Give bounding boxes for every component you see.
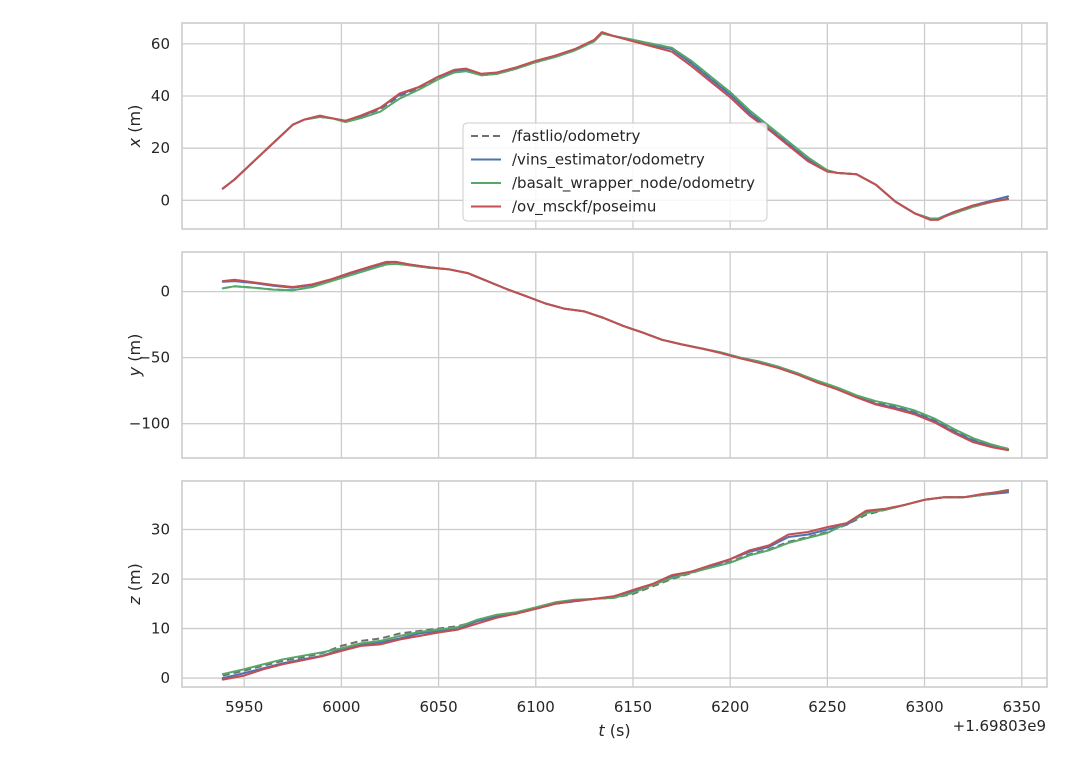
series-line-ov-msckf-poseimu: [221, 489, 1010, 681]
y-tick-label: 20: [151, 139, 170, 157]
x-tick-label: 6250: [808, 698, 846, 716]
subplot-z: 0 10 20 30 z (m) 5950 6000 6050 6100 6150 6200 6250…: [125, 480, 1048, 716]
series-line-ov-msckf-poseimu: [221, 31, 1010, 221]
x-tick-label: 5950: [225, 698, 263, 716]
y-axis-label: z (m): [125, 563, 144, 606]
axes-frame: [181, 251, 1048, 459]
y-tick-label: −50: [138, 349, 170, 367]
y-axis-label: y (m): [125, 334, 144, 378]
x-tick-label: 6200: [711, 698, 749, 716]
y-axis-label: x (m): [125, 105, 144, 149]
subplot-y: 0 −50 −100 y (m): [125, 251, 1048, 459]
x-tick-label: 6300: [905, 698, 943, 716]
x-axis-label: t (s): [598, 721, 630, 740]
series-group: [221, 31, 1010, 221]
x-axis-offset-label: +1.69803e9: [953, 717, 1046, 735]
series-group: [221, 260, 1010, 452]
legend-label: /vins_estimator/odometry: [512, 151, 705, 170]
legend: /fastlio/odometry/vins_estimator/odometr…: [462, 122, 768, 222]
y-tick-label: 20: [151, 570, 170, 588]
series-line-basalt-wrapper-node-odometry: [221, 488, 1010, 676]
series-line-ov-msckf-poseimu: [221, 260, 1010, 452]
x-tick-label: 6150: [614, 698, 652, 716]
x-tick-label: 6350: [1003, 698, 1041, 716]
legend-label: /fastlio/odometry: [512, 127, 641, 145]
x-tick-label: 6000: [322, 698, 360, 716]
y-tick-label: 40: [151, 87, 170, 105]
series-group: [221, 488, 1010, 681]
y-tick-label: 0: [160, 669, 170, 687]
legend-label: /ov_msckf/poseimu: [512, 198, 656, 217]
x-tick-label: 6100: [517, 698, 555, 716]
y-tick-label: 0: [160, 283, 170, 301]
y-tick-label: 0: [160, 191, 170, 209]
y-tick-label: −100: [129, 415, 170, 433]
y-tick-label: 60: [151, 35, 170, 53]
legend-label: /basalt_wrapper_node/odometry: [512, 174, 755, 193]
y-tick-label: 30: [151, 521, 170, 539]
legend-box: [462, 122, 768, 222]
x-tick-label: 6050: [419, 698, 457, 716]
y-tick-label: 10: [151, 620, 170, 638]
